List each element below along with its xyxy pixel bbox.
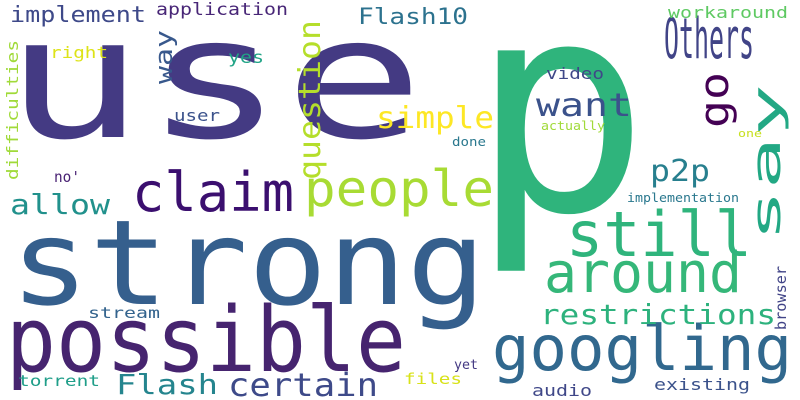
word-certain: certain [228,366,378,400]
word-difficulties: difficulties [3,40,22,180]
word-user: user [174,106,220,125]
word-audio: audio [532,381,592,400]
word-implementation: implementation [627,191,739,205]
word-done: done [452,135,486,149]
word-implement: implement [10,3,146,28]
word-flash: Flash [116,368,218,400]
word-question: question [293,20,328,180]
word-restrictions: restrictions [540,298,776,331]
word-cloud-words: use p strong possible googling people ar… [3,0,792,400]
word-stream: stream [88,304,160,322]
word-existing: existing [654,375,750,394]
word-workaround: workaround [668,3,788,22]
word-want: want [536,86,632,124]
word-browser: browser [772,266,790,330]
word-allow: allow [10,188,110,221]
word-say: Others [664,7,754,72]
word-no: no' [54,168,80,186]
word-application: application [156,0,288,20]
word-one: one [738,127,762,140]
word-actually: actually [541,119,605,133]
word-go: go [692,72,738,128]
word-claim: claim [132,161,294,224]
word-files: files [404,370,462,388]
word-others: say [744,84,790,242]
word-googling: googling [492,312,792,385]
word-yet: yet [454,358,478,373]
word-p2p: p2p [650,154,710,189]
word-use: use [4,0,424,177]
word-video: video [546,64,604,83]
word-simple: simple [376,101,494,136]
word-way: way [150,30,178,84]
word-still: still [566,198,752,271]
word-strong: strong [10,194,486,332]
word-flash10: Flash10 [358,5,468,30]
word-around: around [544,241,742,306]
word-possible: possible [6,288,406,393]
word-p: p [470,0,650,279]
word-yes: yes [228,48,264,68]
word-people: people [304,160,494,218]
word-right: right [50,43,108,62]
word-torrent: torrent [18,372,100,390]
